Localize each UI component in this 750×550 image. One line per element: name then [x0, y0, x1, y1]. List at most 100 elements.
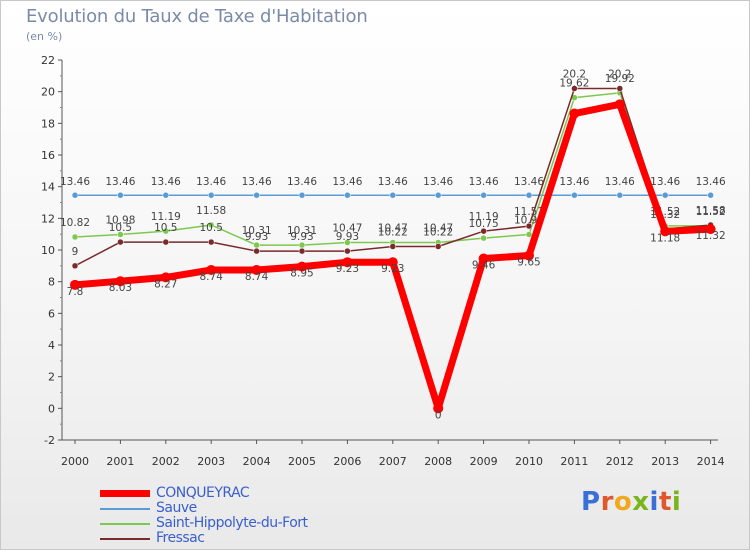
data-label: 7.8 [67, 286, 84, 298]
data-point [433, 403, 444, 414]
y-tick-label: 4 [48, 339, 55, 352]
legend-swatch-saint-hippolyte [100, 522, 150, 525]
x-tick-label: 2004 [243, 455, 271, 468]
data-label: 9.65 [517, 257, 540, 269]
logo-letter: P [581, 487, 601, 517]
data-point [207, 238, 215, 246]
legend-swatch-fressac [100, 537, 150, 540]
legend-label-conqueyrac: CONQUEYRAC [156, 485, 250, 501]
data-label: 11.32 [696, 230, 726, 242]
data-point [253, 247, 260, 255]
data-label: 11.19 [151, 211, 181, 223]
data-point [434, 243, 442, 250]
data-point [525, 191, 533, 199]
chart-title: Evolution du Taux de Taxe d'Habitation [26, 6, 368, 27]
data-label: 0 [435, 409, 442, 421]
y-tick-label: 14 [41, 181, 55, 194]
data-point [660, 226, 671, 237]
data-label: 8.74 [245, 271, 269, 283]
data-point [616, 191, 624, 199]
data-label: 10.5 [154, 222, 177, 234]
data-point [569, 108, 580, 119]
x-tick-label: 2002 [152, 455, 180, 468]
data-point [117, 191, 124, 199]
data-label: 11.52 [696, 206, 726, 218]
data-point [344, 239, 351, 246]
data-label: 9.93 [245, 231, 268, 243]
data-point [162, 191, 170, 199]
data-point [525, 222, 533, 230]
legend-label-saint-hippolyte: Saint-Hippolyte-du-Fort [156, 515, 308, 531]
data-point [707, 191, 714, 199]
series-line-conqueyrac [71, 100, 715, 412]
data-point [160, 272, 171, 283]
data-point [524, 250, 534, 261]
data-point [297, 261, 307, 272]
logo-letter: x [632, 487, 650, 517]
data-point [525, 231, 533, 238]
data-label: 8.27 [154, 278, 177, 290]
x-tick-label: 2008 [424, 455, 452, 468]
data-point [162, 227, 170, 235]
data-label: 13.46 [332, 176, 362, 188]
data-point [344, 247, 351, 255]
data-label: 20.2 [608, 69, 631, 81]
data-label: 13.46 [105, 176, 135, 188]
x-tick-label: 2003 [197, 455, 225, 468]
data-label: 9 [72, 246, 79, 258]
x-tick-label: 2005 [288, 455, 316, 468]
data-label: 11.18 [650, 232, 680, 244]
data-label: 13.46 [559, 176, 589, 188]
data-label: 10.98 [105, 214, 135, 226]
x-tick-label: 2010 [515, 455, 543, 468]
data-point [253, 191, 260, 199]
data-label: 13.46 [287, 176, 317, 188]
data-point [207, 221, 215, 229]
data-label: 10.47 [378, 223, 408, 235]
data-label: 13.46 [605, 176, 635, 188]
data-point [480, 227, 487, 235]
x-tick-label: 2000 [61, 455, 89, 468]
data-label: 10.5 [109, 222, 132, 234]
legend-item-fressac: Fressac [100, 531, 308, 546]
x-tick-label: 2012 [606, 455, 634, 468]
data-label: 13.46 [423, 176, 453, 188]
data-label: 9.23 [336, 263, 359, 275]
x-tick-label: 2013 [651, 455, 679, 468]
data-point [705, 224, 716, 235]
logo-letter: r [600, 487, 614, 517]
y-tick-label: 10 [41, 244, 55, 257]
data-label: 9.93 [290, 231, 313, 243]
data-label: 19.62 [559, 78, 589, 90]
data-label: 13.46 [650, 176, 680, 188]
data-label: 11.58 [196, 205, 226, 217]
data-point [251, 264, 262, 275]
data-point [117, 231, 124, 238]
data-point [480, 191, 487, 199]
data-label: 10.82 [60, 217, 90, 229]
data-point [478, 253, 489, 264]
legend-label-sauve: Sauve [156, 500, 197, 516]
data-label: 13.46 [242, 176, 272, 188]
data-point [480, 234, 487, 242]
data-point [71, 233, 79, 241]
data-point [70, 279, 80, 290]
data-label: 10.47 [332, 223, 362, 235]
chart-legend: CONQUEYRAC Sauve Saint-Hippolyte-du-Fort… [100, 486, 308, 546]
data-label: 13.46 [60, 176, 90, 188]
y-tick-label: 16 [41, 149, 55, 162]
logo-letter: i [649, 487, 659, 517]
data-point [571, 191, 578, 199]
data-label: 11.19 [469, 211, 499, 223]
data-point [614, 99, 625, 110]
data-label: 10.75 [469, 218, 499, 230]
data-label: 9.46 [472, 260, 496, 272]
data-point [616, 85, 624, 92]
logo-letter: o [613, 487, 633, 517]
data-label: 13.46 [151, 176, 181, 188]
data-point [342, 257, 353, 268]
y-tick-label: 22 [41, 54, 55, 67]
y-tick-label: 8 [48, 276, 55, 289]
data-label: 10.5 [200, 222, 223, 234]
